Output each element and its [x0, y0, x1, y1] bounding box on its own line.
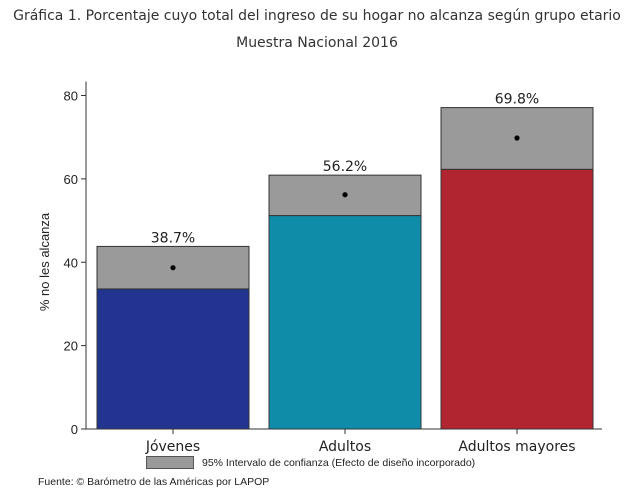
bar-1 — [268, 215, 422, 430]
y-tick-label: 20 — [64, 339, 78, 354]
legend-label: 95% Intervalo de confianza (Efecto de di… — [202, 456, 476, 469]
point-estimate-1 — [342, 192, 348, 198]
bar-0 — [96, 288, 250, 430]
y-tick-label: 0 — [71, 422, 78, 437]
data-label-0: 38.7% — [151, 230, 195, 246]
x-tick-label: Adultos mayores — [458, 439, 575, 455]
chart-title: Gráfica 1. Porcentaje cuyo total del ing… — [13, 8, 621, 24]
point-estimate-2 — [514, 135, 520, 141]
source-note: Fuente: © Barómetro de las Américas por … — [38, 476, 270, 488]
y-tick-label: 80 — [64, 89, 78, 104]
data-label-1: 56.2% — [323, 159, 367, 175]
legend-swatch-ci — [146, 456, 194, 469]
bar-2 — [440, 168, 594, 430]
x-tick-label: Adultos — [319, 439, 371, 455]
y-tick-label: 60 — [64, 172, 78, 187]
legend: 95% Intervalo de confianza (Efecto de di… — [146, 456, 475, 469]
x-tick-label: Jóvenes — [145, 439, 200, 455]
chart-subtitle: Muestra Nacional 2016 — [236, 35, 398, 51]
y-tick-label: 40 — [64, 255, 78, 270]
point-estimate-0 — [170, 265, 176, 271]
y-axis-label: % no les alcanza — [37, 212, 52, 311]
data-label-2: 69.8% — [495, 92, 539, 108]
